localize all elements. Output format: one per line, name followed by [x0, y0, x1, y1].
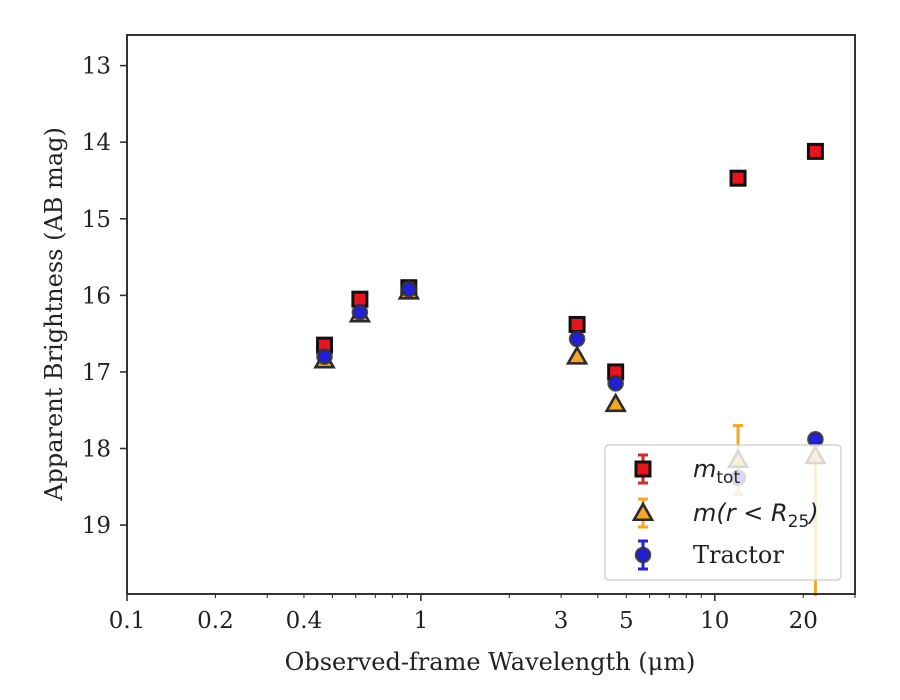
tractor-point [316, 348, 333, 365]
m-tot-point [568, 315, 586, 333]
y-tick-label: 13 [82, 54, 111, 80]
m-r-r25-point [604, 392, 627, 413]
tractor-point [607, 375, 624, 392]
legend-marker [634, 546, 652, 564]
x-tick-label: 10 [700, 608, 729, 634]
tractor-point [351, 303, 369, 321]
plot-frame [126, 34, 856, 595]
legend-label: m(r < R25) [693, 499, 819, 532]
x-tick-label: 1 [414, 608, 429, 634]
y-tick-label: 15 [82, 207, 111, 233]
m-r-r25-point [565, 344, 589, 365]
legend-marker [631, 501, 655, 522]
x-tick-label: 0.1 [109, 608, 146, 634]
x-axis-label: Observed-frame Wavelength (μm) [285, 648, 696, 676]
x-tick-label: 3 [554, 608, 569, 634]
y-axis-label: Apparent Brightness (AB mag) [40, 127, 68, 502]
legend-label: mtot [693, 455, 740, 488]
tractor-point [400, 280, 418, 298]
series-1 [316, 142, 824, 381]
y-tick-label: 14 [82, 130, 111, 156]
y-tick-label: 17 [82, 360, 111, 386]
legend-marker [634, 460, 652, 478]
legend-box [604, 444, 842, 581]
tractor-point [807, 431, 824, 448]
x-tick-label: 0.2 [197, 608, 234, 634]
m-tot-point [729, 169, 747, 187]
x-tick-label: 5 [619, 608, 634, 634]
tractor-point [568, 330, 586, 348]
x-tick-label: 20 [789, 608, 818, 634]
m-tot-point [806, 142, 824, 160]
x-tick-label: 0.4 [286, 608, 323, 634]
y-tick-label: 18 [82, 437, 111, 463]
legend-label: Tractor [693, 541, 784, 569]
legend: mtot m(r < R25) Tractor [604, 444, 842, 581]
y-tick-label: 19 [82, 513, 111, 539]
y-tick-label: 16 [82, 283, 111, 309]
